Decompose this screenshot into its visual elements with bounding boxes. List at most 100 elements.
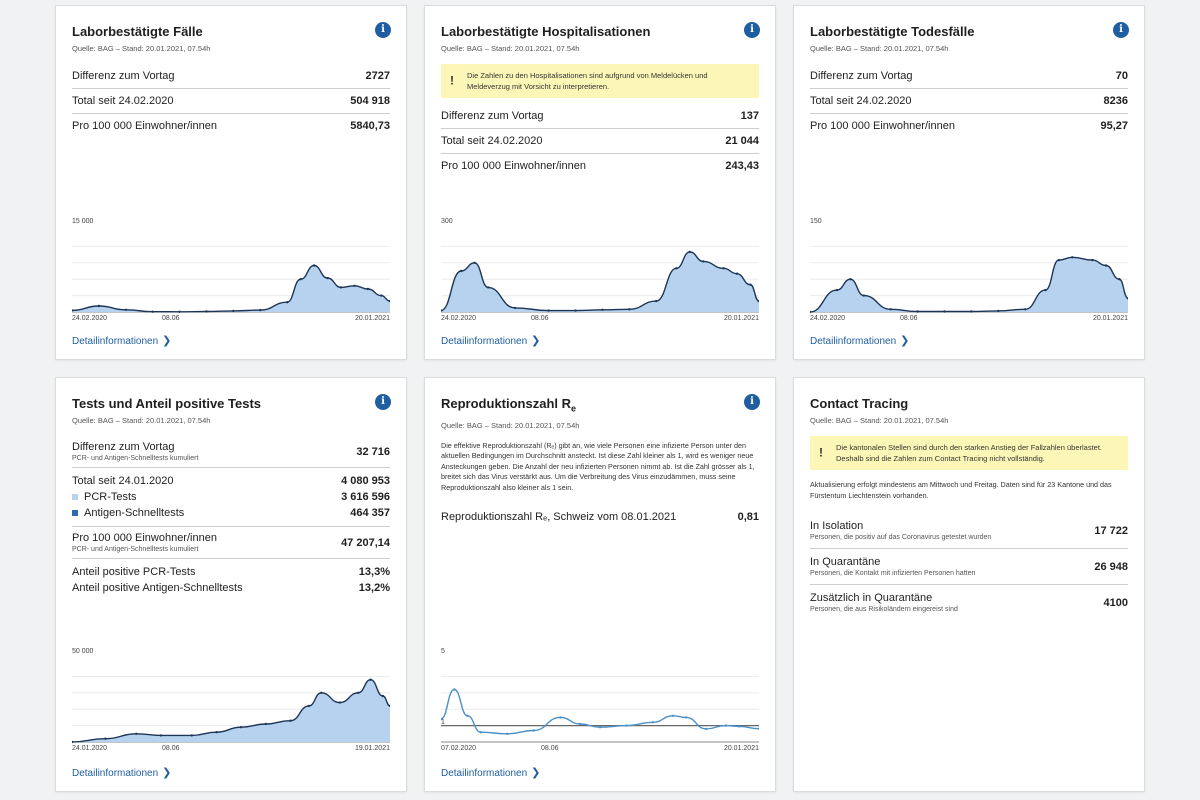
stat-label-group: In Isolation Personen, die positiv auf da… — [810, 520, 991, 541]
data-point — [453, 688, 456, 691]
stat-row: Differenz zum Vortag 70 — [810, 64, 1128, 89]
data-point — [388, 704, 390, 708]
stat-value: 137 — [740, 110, 759, 122]
info-icon[interactable]: i — [375, 22, 391, 38]
detail-link[interactable]: Detailinformationen ❯ — [72, 334, 171, 347]
card-title-main: Reproduktionszahl R — [441, 396, 572, 411]
y-max-label: 15 000 — [72, 218, 94, 225]
data-point — [97, 304, 101, 308]
trend-line — [72, 678, 390, 743]
data-point — [466, 714, 469, 717]
warning-box: ! Die Zahlen zu den Hospitalisationen sin… — [441, 64, 759, 98]
data-point — [547, 309, 550, 312]
data-point — [460, 269, 463, 273]
x-label-end: 20.01.2021 — [1092, 315, 1128, 322]
data-point — [628, 308, 631, 311]
y-max-label: 50 000 — [72, 648, 94, 655]
data-point — [970, 310, 973, 313]
data-point — [1104, 264, 1108, 267]
stat-label: Differenz zum Vortag — [441, 110, 544, 122]
stat-value: 3 616 596 — [341, 491, 390, 503]
pos-ag-row: Anteil positive Antigen-Schnelltests 13,2… — [72, 580, 390, 596]
total-row: Total seit 24.01.2020 4 080 953 — [72, 473, 390, 489]
stat-label: Anteil positive PCR-Tests — [72, 566, 196, 578]
data-point — [1057, 258, 1060, 262]
chevron-right-icon: ❯ — [162, 767, 172, 779]
card-title: Contact Tracing — [810, 396, 909, 411]
stat-row: Pro 100 000 Einwohner/innen PCR- und Anti… — [72, 527, 390, 559]
x-label-start: 24.02.2020 — [441, 315, 477, 322]
detail-link[interactable]: Detailinformationen ❯ — [441, 766, 540, 779]
stat-label-group: In Quarantäne Personen, die Kontakt mit i… — [810, 556, 975, 577]
data-point — [684, 716, 688, 719]
data-point — [625, 724, 628, 727]
stats-rows: Differenz zum Vortag PCR- und Antigen-Sch… — [72, 436, 390, 601]
detail-link[interactable]: Detailinformationen ❯ — [72, 766, 171, 779]
detail-link-label: Detailinformationen — [72, 336, 159, 347]
stat-label: Antigen-Schnelltests — [84, 507, 185, 519]
data-point — [259, 308, 262, 312]
pcr-label-group: PCR-Tests — [72, 489, 137, 505]
x-label-start: 07.02.2020 — [441, 745, 477, 752]
data-point — [688, 250, 691, 254]
data-point — [675, 267, 678, 270]
stat-label: Total seit 24.02.2020 — [810, 95, 912, 107]
stat-row: Pro 100 000 Einwohner/innen 95,27 — [810, 114, 1128, 138]
data-point — [369, 678, 372, 681]
detail-link-label: Detailinformationen — [810, 336, 897, 347]
data-point — [72, 309, 74, 312]
info-icon[interactable]: i — [1113, 22, 1129, 38]
chart-svg — [72, 675, 390, 744]
stat-label: Total seit 24.02.2020 — [441, 135, 543, 147]
stat-value: 2727 — [365, 70, 390, 82]
stat-value: 95,27 — [1100, 120, 1128, 132]
data-point — [178, 310, 181, 313]
stats-rows: Differenz zum Vortag 70 Total seit 24.02.… — [810, 64, 1128, 138]
stat-label: Pro 100 000 Einwohner/innen — [810, 120, 955, 132]
data-point — [749, 283, 752, 286]
detail-link[interactable]: Detailinformationen ❯ — [441, 334, 540, 347]
data-point — [299, 278, 302, 281]
info-icon[interactable]: i — [744, 22, 760, 38]
pcr-legend-swatch — [72, 494, 78, 501]
pcr-row: PCR-Tests 3 616 596 — [72, 489, 390, 505]
detail-link[interactable]: Detailinformationen ❯ — [810, 334, 909, 347]
x-label-end: 20.01.2021 — [354, 315, 390, 322]
data-point — [353, 284, 356, 287]
info-icon[interactable]: i — [375, 394, 391, 410]
detail-link-label: Detailinformationen — [441, 768, 528, 779]
data-point — [232, 309, 235, 313]
chevron-right-icon: ❯ — [531, 767, 541, 779]
stat-value: 13,3% — [358, 566, 390, 578]
y-one-label: 1 — [441, 719, 445, 726]
data-point — [215, 731, 218, 734]
data-point — [72, 740, 74, 744]
stat-label: Pro 100 000 Einwohner/innen — [72, 120, 217, 132]
x-label-end: 20.01.2021 — [723, 745, 759, 752]
info-icon[interactable]: i — [744, 394, 760, 410]
data-point — [559, 716, 562, 719]
data-point — [479, 731, 482, 734]
data-point — [1118, 278, 1121, 281]
card-title: Laborbestätigte Todesfälle — [810, 24, 975, 39]
data-point — [307, 704, 311, 708]
stat-label: Pro 100 000 Einwohner/innen — [441, 160, 586, 172]
stat-value: 70 — [1115, 70, 1128, 82]
stat-label: Pro 100 000 Einwohner/innen — [72, 532, 217, 544]
warning-icon: ! — [450, 73, 454, 88]
stat-sub: PCR- und Antigen-Schnelltests kumuliert — [72, 455, 199, 462]
data-point — [151, 310, 154, 313]
data-point — [598, 726, 602, 729]
y-max-label: 5 — [441, 648, 445, 655]
source-text: Quelle: BAG – Stand: 20.01.2021, 07.54h — [72, 416, 211, 425]
card-reproduktionszahl: Reproduktionszahl Re Quelle: BAG – Stand… — [424, 377, 776, 792]
data-point — [473, 261, 476, 264]
data-point — [655, 299, 658, 303]
stat-value: 5840,73 — [350, 120, 390, 132]
stat-sub: PCR- und Antigen-Schnelltests kumuliert — [72, 546, 199, 553]
source-text: Quelle: BAG – Stand: 20.01.2021, 07.54h — [810, 44, 949, 53]
source-text: Quelle: BAG – Stand: 20.01.2021, 07.54h — [810, 416, 949, 425]
data-point — [506, 732, 509, 735]
stat-row: Total seit 24.02.2020 504 918 — [72, 89, 390, 114]
data-point — [486, 286, 490, 289]
